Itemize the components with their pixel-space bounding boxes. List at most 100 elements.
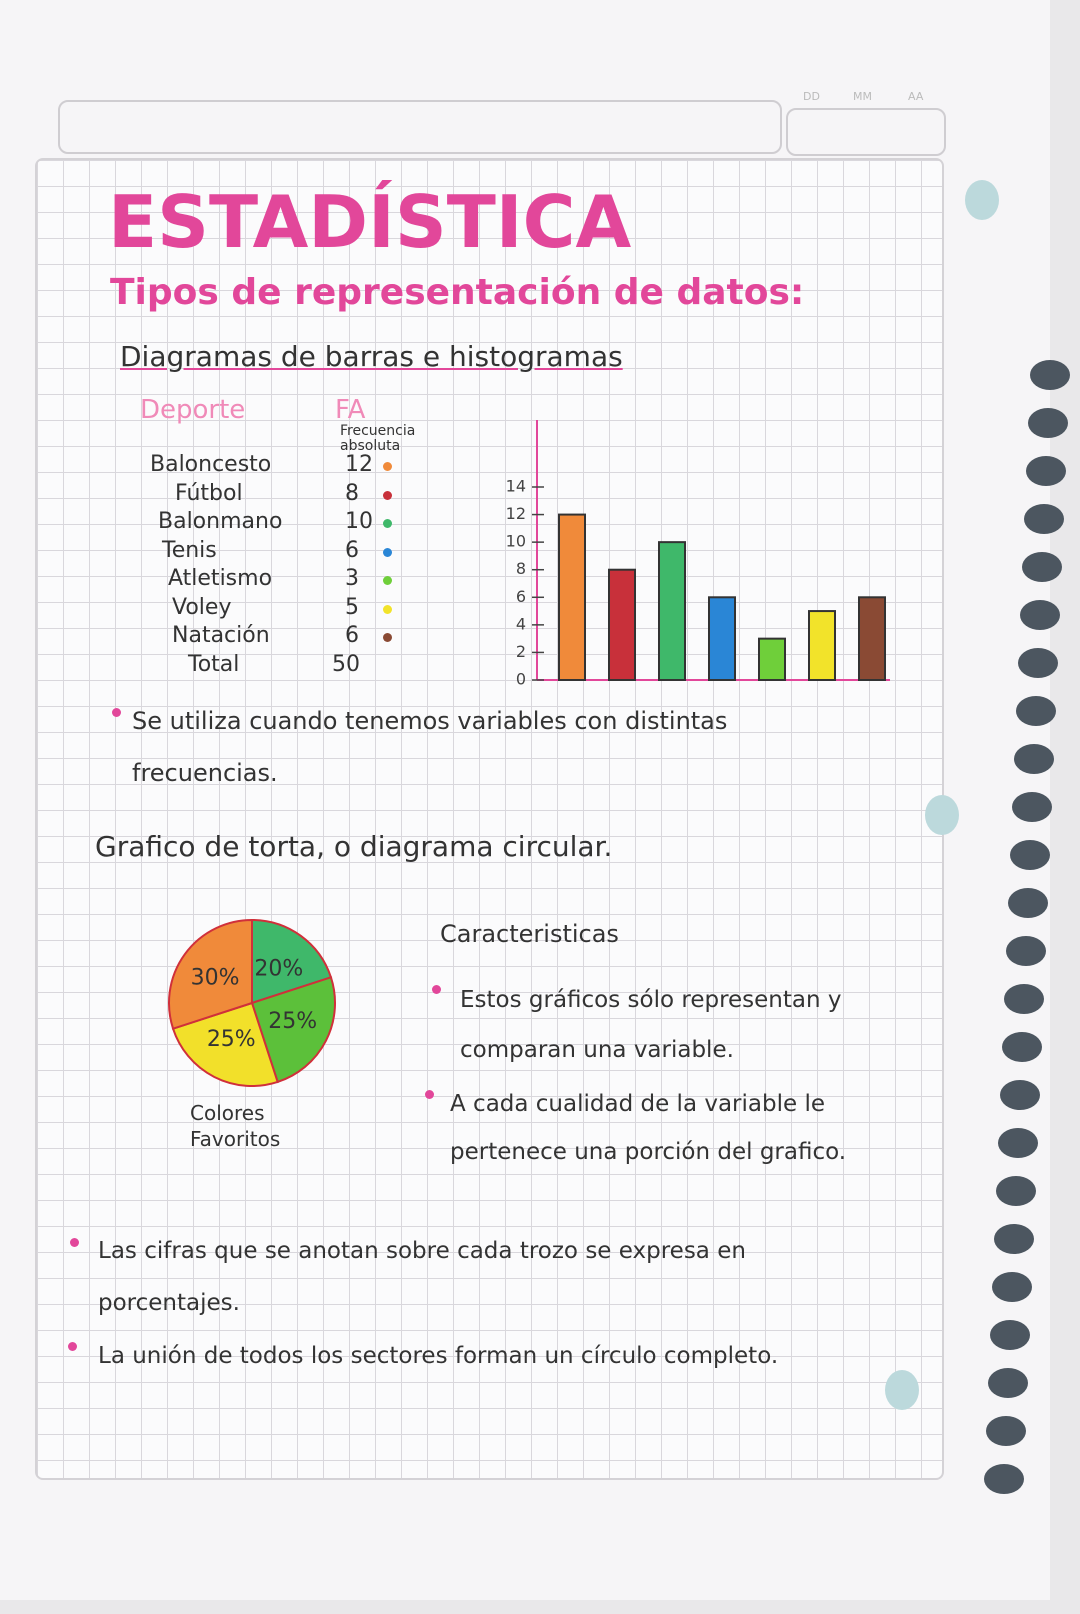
title: ESTADÍSTICA: [108, 180, 632, 264]
date-label: MM: [853, 90, 872, 103]
color-key: [383, 576, 392, 585]
spiral-ring: [1010, 840, 1050, 870]
row-label: Voley: [172, 594, 232, 620]
section-heading: Diagramas de barras e histogramas: [120, 340, 623, 373]
row-value: 8: [345, 480, 359, 506]
bullet: [112, 708, 121, 717]
bullet: [425, 1090, 434, 1099]
slice-label: 25%: [268, 1009, 317, 1034]
row-value: 3: [345, 566, 359, 591]
color-key: [383, 462, 392, 471]
pie-caption: Colores Favoritos: [190, 1101, 281, 1151]
spiral-ring: [984, 1464, 1024, 1494]
feature: Estos gráficos sólo representan y compar…: [460, 987, 842, 1063]
bar: [808, 610, 836, 681]
row-label: Atletismo: [168, 566, 273, 591]
color-key: [383, 547, 392, 557]
row-label: Natación: [172, 623, 270, 648]
spiral-ring: [1020, 600, 1060, 630]
pie-slice: [251, 918, 333, 1005]
y-tick-label: 12: [506, 504, 526, 523]
color-key: [383, 604, 392, 614]
color-key: [383, 490, 392, 500]
spiral-ring: [994, 1224, 1034, 1254]
hole: [925, 795, 959, 835]
row-label: Balonmano: [158, 509, 283, 534]
pie-slice: [250, 976, 336, 1084]
row-label: Tenis: [162, 537, 217, 563]
grid-paper: [35, 158, 944, 1480]
pie-slice: [171, 1001, 279, 1087]
spiral-ring: [1028, 408, 1068, 438]
slice-label: 25%: [207, 1027, 256, 1052]
spiral-ring: [990, 1320, 1030, 1350]
total-label: Total: [188, 652, 240, 677]
row-value: 6: [345, 623, 359, 648]
y-tick-label: 4: [516, 614, 526, 633]
spiral-ring: [992, 1272, 1032, 1302]
bar: [758, 637, 786, 682]
table-header-note: Frecuencia absoluta: [340, 423, 416, 454]
spiral-ring: [1006, 936, 1046, 966]
hole: [885, 1370, 919, 1410]
bar: [858, 596, 886, 681]
spiral-ring: [1016, 696, 1056, 726]
color-key: [383, 519, 392, 528]
row-label: Fútbol: [175, 480, 243, 506]
spiral-ring: [1002, 1032, 1042, 1062]
feature: A cada cualidad de la variable le perten…: [450, 1091, 847, 1165]
spiral-ring: [1000, 1080, 1040, 1110]
y-tick-label: 10: [506, 532, 526, 551]
spiral-ring: [998, 1128, 1038, 1158]
spiral-ring: [986, 1416, 1026, 1446]
list-heading: Caracteristicas: [440, 920, 619, 948]
spiral-ring: [1014, 744, 1054, 774]
y-tick-label: 14: [506, 477, 526, 496]
table-header: FA: [335, 395, 366, 425]
spiral-ring: [1030, 360, 1070, 390]
slice-label: 20%: [254, 956, 303, 981]
bar: [608, 568, 636, 682]
row-label: Baloncesto: [150, 452, 272, 477]
spiral-ring: [1008, 888, 1048, 918]
y-tick-label: 0: [516, 670, 526, 689]
y-tick-label: 6: [516, 587, 526, 606]
pie-slice: [168, 918, 253, 1030]
bullet: [68, 1342, 77, 1351]
spiral-ring: [1012, 792, 1052, 822]
note: Se utiliza cuando tenemos variables con …: [132, 707, 728, 787]
spiral-ring: [988, 1368, 1028, 1398]
bullet: [70, 1238, 79, 1247]
section-heading: Grafico de torta, o diagrama circular.: [95, 830, 613, 863]
y-tick-label: 8: [516, 559, 526, 578]
header-box: [58, 100, 782, 154]
slice-label: 30%: [191, 966, 240, 991]
row-value: 5: [345, 594, 359, 620]
color-key: [383, 633, 392, 642]
spiral-ring: [1024, 504, 1064, 534]
date-label: DD: [803, 90, 820, 103]
bar: [708, 596, 736, 681]
spiral-ring: [1004, 984, 1044, 1014]
bar: [558, 513, 586, 681]
spiral-ring: [1018, 648, 1058, 678]
row-value: 12: [345, 452, 373, 477]
spiral-ring: [1026, 456, 1066, 486]
note: Las cifras que se anotan sobre cada troz…: [98, 1238, 746, 1316]
row-value: 10: [345, 509, 373, 534]
bar: [658, 541, 686, 682]
row-value: 6: [345, 537, 359, 563]
spiral-ring: [1022, 552, 1062, 582]
hole: [965, 180, 999, 220]
bullet: [432, 985, 441, 994]
total-value: 50: [332, 652, 360, 677]
y-tick-label: 2: [516, 642, 526, 661]
date-box: [786, 108, 946, 156]
table-header: Deporte: [140, 395, 246, 425]
spiral-ring: [996, 1176, 1036, 1206]
subtitle: Tipos de representación de datos:: [110, 272, 805, 313]
note: La unión de todos los sectores forman un…: [98, 1343, 779, 1369]
date-label: AA: [908, 90, 924, 103]
